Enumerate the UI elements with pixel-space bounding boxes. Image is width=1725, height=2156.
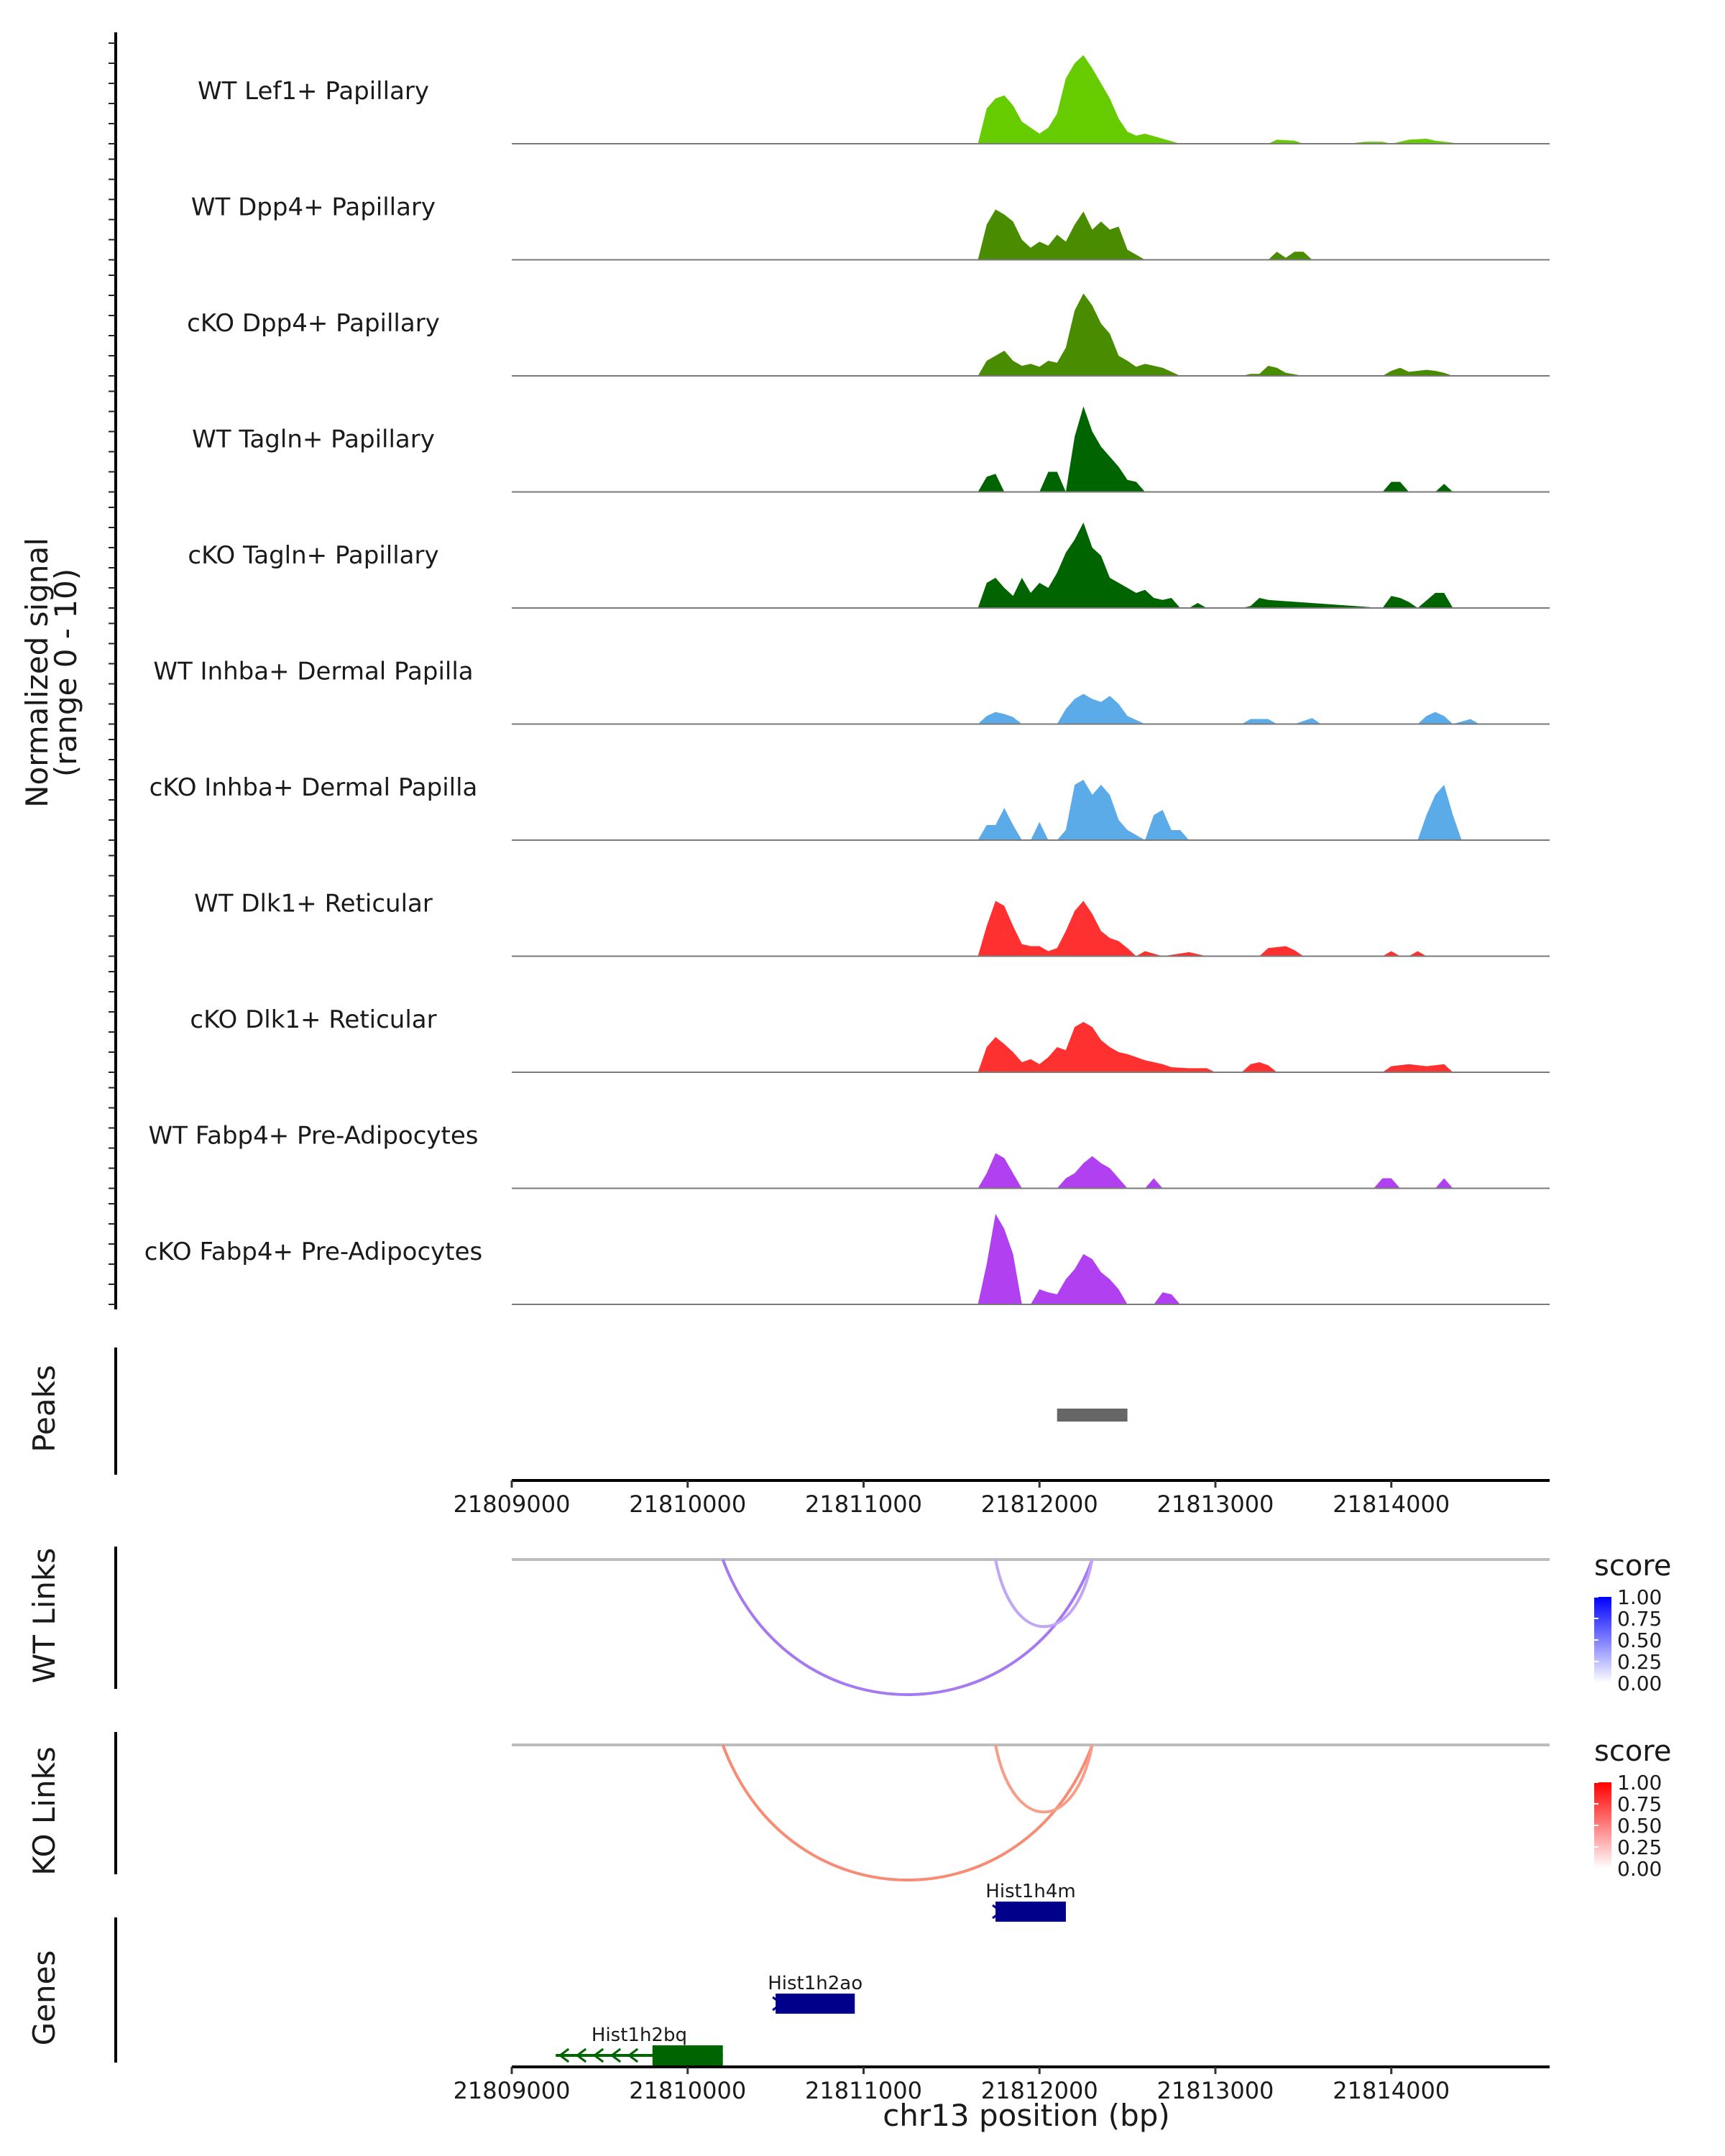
coverage-area	[978, 293, 1453, 376]
x-tick-label: 21810000	[629, 1491, 746, 1518]
coverage-track-label: WT Inhba+ Dermal Papilla	[153, 658, 473, 686]
genes-track: Genes Hist1h4m Hist1h2ao Hist1h2bq	[27, 1881, 1076, 2065]
coverage-area	[978, 694, 1480, 724]
gene-label: Hist1h2bq	[592, 2024, 687, 2046]
wt-links-track: WT Links	[27, 1547, 1550, 1697]
coverage-track-label: cKO Dpp4+ Papillary	[187, 309, 440, 338]
coverage-track-2: WT Dpp4+ Papillary	[191, 193, 1550, 261]
coverage-track-1: WT Lef1+ Papillary	[198, 55, 1550, 144]
wt-legend-title: score	[1594, 1549, 1671, 1583]
x-tick-label: 21813000	[1157, 2077, 1274, 2104]
gene-Hist1h4m: Hist1h4m	[985, 1881, 1076, 1922]
coverage-ylabel: Normalized signal (range 0 - 10)	[19, 538, 83, 808]
coverage-area	[978, 209, 1312, 260]
legend-tick-label: 0.75	[1617, 1607, 1662, 1631]
legend-tick-label: 0.50	[1617, 1628, 1662, 1652]
x-tick-label: 21809000	[454, 1491, 571, 1518]
x-tick-label: 21814000	[1333, 1491, 1450, 1518]
genes-track-label: Genes	[27, 1950, 62, 2046]
strand-arrow	[558, 2047, 570, 2063]
legend-tick-label: 0.00	[1617, 1672, 1662, 1695]
x-axis-lower: 21809000 21810000 21811000 21812000 21813000…	[454, 2065, 1550, 2104]
coverage-area	[978, 522, 1453, 608]
strand-arrow	[772, 1996, 783, 2012]
ko-legend-title: score	[1594, 1735, 1671, 1768]
coverage-area	[978, 406, 1453, 492]
coverage-track-label: WT Dpp4+ Papillary	[191, 193, 436, 222]
coverage-track-label: WT Dlk1+ Reticular	[194, 890, 433, 918]
coverage-yaxis-ticks	[109, 42, 116, 1305]
gene-label: Hist1h2ao	[768, 1973, 862, 1994]
x-tick-label: 21811000	[805, 2077, 922, 2104]
legend-tick-label: 0.00	[1617, 1857, 1662, 1881]
coverage-track-label: WT Lef1+ Papillary	[198, 77, 429, 106]
peak-region	[1057, 1409, 1128, 1422]
gene-body	[652, 2045, 723, 2065]
x-tick-label: 21810000	[629, 2077, 746, 2104]
coverage-track-3: cKO Dpp4+ Papillary	[187, 293, 1550, 377]
strand-arrow	[592, 2047, 604, 2063]
wt-score-legend: score 1.000.750.500.250.00	[1594, 1549, 1671, 1695]
coverage-area	[978, 55, 1462, 144]
gene-body	[995, 1902, 1066, 1922]
coverage-track-5: cKO Tagln+ Papillary	[188, 522, 1550, 609]
legend-tick-label: 1.00	[1617, 1585, 1662, 1609]
legend-tick-label: 0.25	[1617, 1835, 1662, 1859]
peaks-track: Peaks	[27, 1348, 1128, 1475]
x-axis-upper: 21809000 21810000 21811000 21812000 21813000…	[454, 1479, 1550, 1518]
coverage-track-label: cKO Tagln+ Papillary	[188, 541, 438, 570]
ko-score-legend: score 1.000.750.500.250.00	[1594, 1735, 1671, 1881]
coverage-track-10: WT Fabp4+ Pre-Adipocytes	[149, 1122, 1550, 1189]
legend-tick-label: 0.50	[1617, 1814, 1662, 1838]
gene-body	[776, 1994, 855, 2014]
coverage-track-label: cKO Dlk1+ Reticular	[190, 1005, 436, 1034]
link-arc	[994, 1559, 1094, 1628]
x-axis-title: chr13 position (bp)	[883, 2098, 1170, 2133]
peaks-track-label: Peaks	[27, 1365, 62, 1452]
coverage-track-11: cKO Fabp4+ Pre-Adipocytes	[144, 1214, 1550, 1305]
gene-Hist1h2bq: Hist1h2bq	[556, 2024, 723, 2065]
coverage-track-4: WT Tagln+ Papillary	[192, 406, 1550, 493]
strand-arrow	[575, 2047, 587, 2063]
coverage-tracks: WT Lef1+ Papillary WT Dpp4+ Papillary cKO …	[144, 55, 1550, 1305]
gene-Hist1h2ao: Hist1h2ao	[768, 1973, 862, 2014]
coverage-area	[978, 1153, 1453, 1189]
coverage-ylabel-main: Normalized signal	[19, 538, 55, 808]
x-tick-label: 21812000	[981, 2077, 1098, 2104]
coverage-track-label: WT Tagln+ Papillary	[192, 425, 435, 454]
ko-links-track: KO Links	[27, 1732, 1550, 1882]
x-tick-label: 21813000	[1157, 1491, 1274, 1518]
coverage-area	[978, 780, 1462, 840]
coverage-track-label: cKO Fabp4+ Pre-Adipocytes	[144, 1238, 483, 1266]
link-arc	[994, 1744, 1094, 1814]
x-tick-label: 21812000	[981, 1491, 1098, 1518]
coverage-area	[978, 1022, 1453, 1072]
coverage-track-8: WT Dlk1+ Reticular	[194, 890, 1550, 957]
coverage-area	[978, 900, 1427, 957]
legend-tick-label: 0.75	[1617, 1792, 1662, 1816]
coverage-track-label: cKO Inhba+ Dermal Papilla	[150, 773, 478, 802]
strand-arrow	[627, 2047, 639, 2063]
coverage-track-label: WT Fabp4+ Pre-Adipocytes	[149, 1122, 479, 1151]
coverage-track-9: cKO Dlk1+ Reticular	[190, 1005, 1550, 1073]
strand-arrow	[610, 2047, 622, 2063]
coverage-ylabel-sub: (range 0 - 10)	[48, 568, 83, 777]
coverage-track-7: cKO Inhba+ Dermal Papilla	[150, 773, 1550, 841]
x-tick-label: 21809000	[454, 2077, 571, 2104]
ko-links-track-label: KO Links	[27, 1746, 62, 1876]
legend-tick-label: 0.25	[1617, 1650, 1662, 1674]
coverage-track-6: WT Inhba+ Dermal Papilla	[153, 658, 1550, 725]
coverage-area	[978, 1214, 1180, 1304]
wt-links-track-label: WT Links	[27, 1548, 62, 1683]
x-tick-label: 21814000	[1333, 2077, 1450, 2104]
legend-tick-label: 1.00	[1617, 1771, 1662, 1795]
x-tick-label: 21811000	[805, 1491, 922, 1518]
gene-label: Hist1h4m	[985, 1881, 1075, 1902]
strand-arrow	[992, 1904, 1003, 1920]
